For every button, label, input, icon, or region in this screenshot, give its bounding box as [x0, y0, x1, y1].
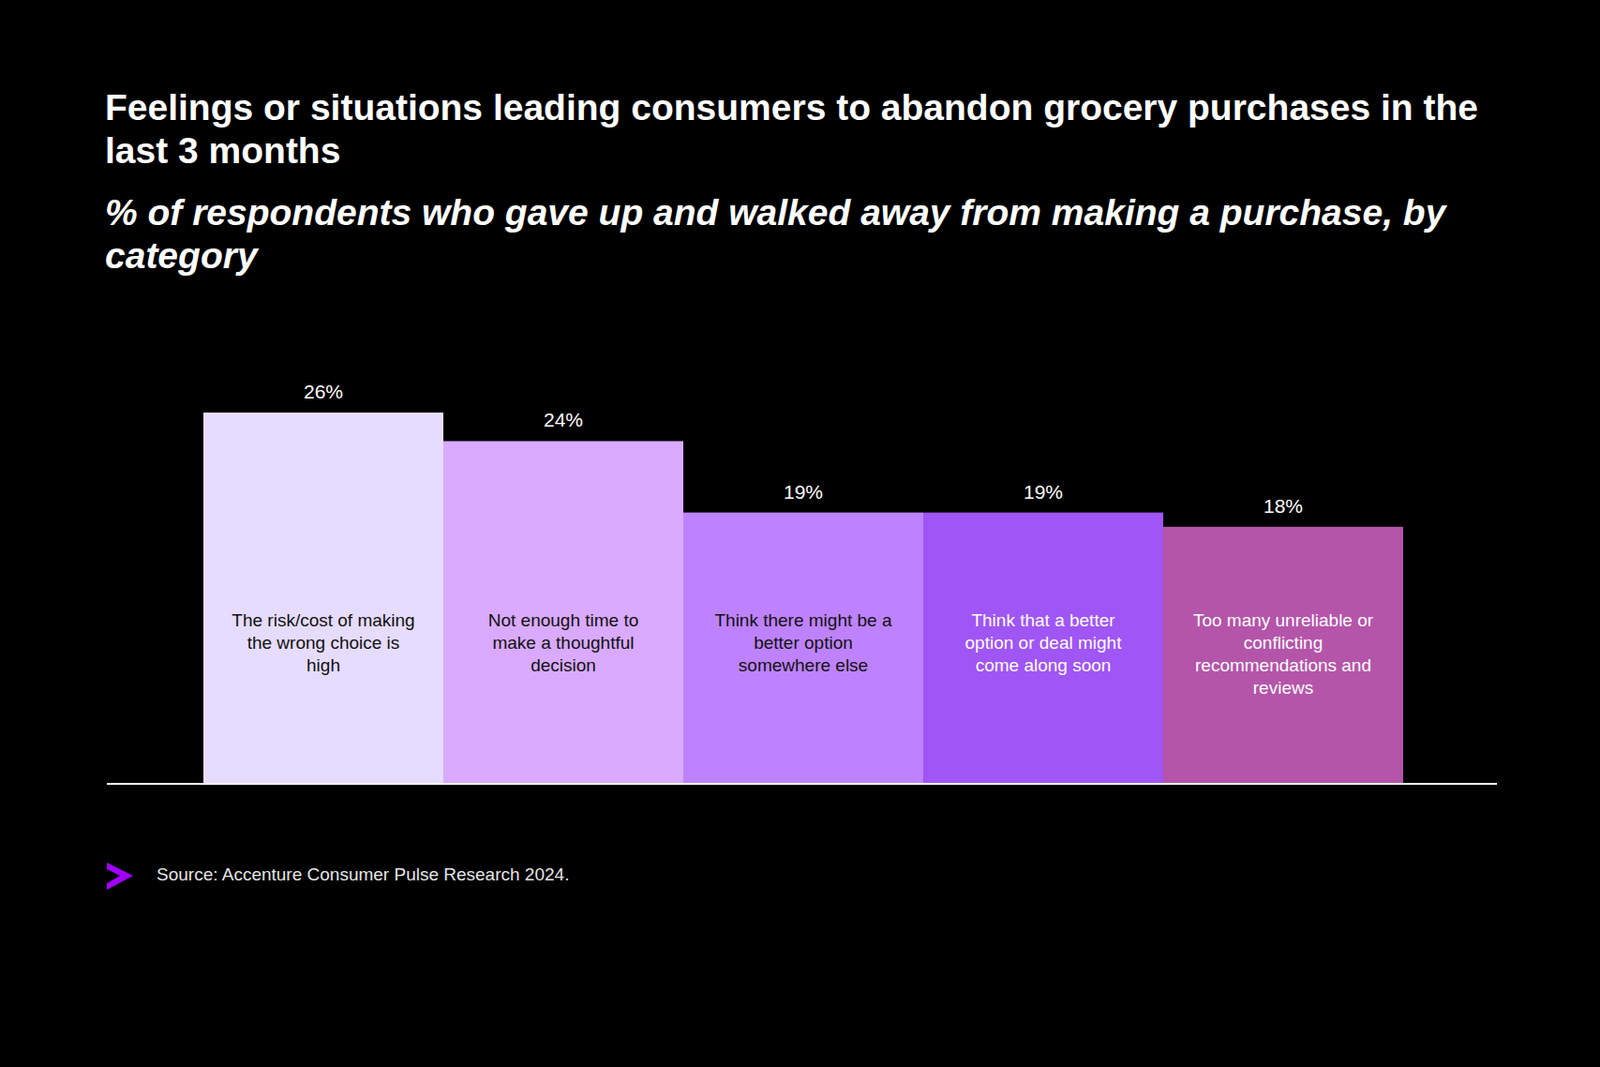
bar — [1163, 526, 1404, 784]
category-label: Think there might be a better option som… — [709, 609, 898, 677]
data-label: 26% — [267, 380, 380, 404]
data-label: 24% — [507, 408, 620, 432]
bar — [203, 412, 444, 784]
baseline — [106, 782, 1497, 785]
category-label: The risk/cost of making the wrong choice… — [229, 609, 418, 677]
data-label: 19% — [747, 480, 860, 504]
category-label: Not enough time to make a thoughtful dec… — [469, 609, 658, 677]
subtitle: % of respondents who gave up and walked … — [104, 191, 1455, 278]
title: Feelings or situations leading consumers… — [104, 86, 1530, 173]
logo — [106, 862, 134, 890]
source: Source: Accenture Consumer Pulse Researc… — [156, 864, 569, 885]
chart — [0, 0, 1600, 1067]
data-label: 19% — [986, 480, 1100, 504]
data-label: 18% — [1226, 494, 1340, 518]
bar — [923, 512, 1164, 784]
bars — [203, 412, 1404, 784]
category-label: Too many unreliable or conflicting recom… — [1189, 609, 1377, 700]
bar — [683, 512, 924, 784]
bar — [443, 440, 684, 784]
category-label: Think that a better option or deal might… — [949, 609, 1137, 677]
